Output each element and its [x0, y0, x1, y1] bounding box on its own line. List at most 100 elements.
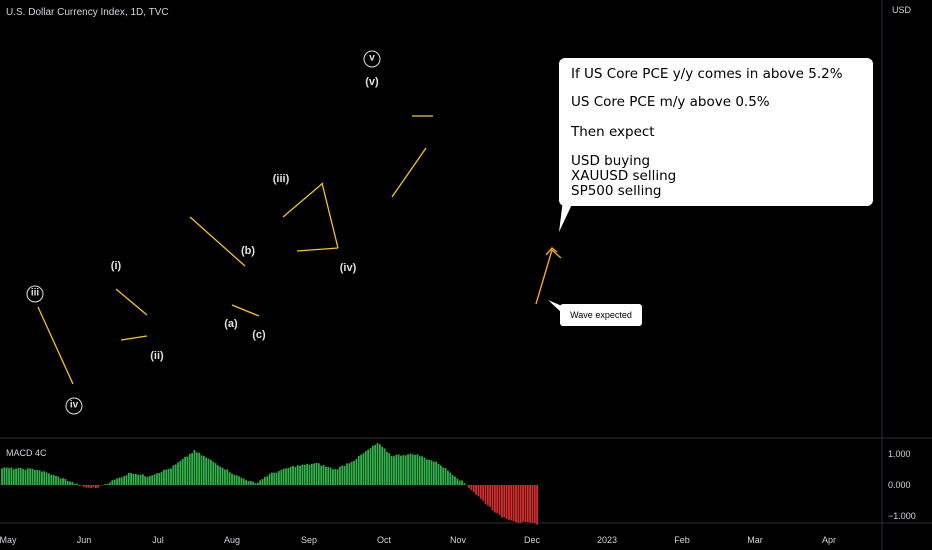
- arrow-head: [545, 247, 558, 256]
- wave-label-iii-circled: iii: [26, 285, 44, 303]
- macd-bar: [8, 468, 10, 485]
- macd-bar: [158, 472, 161, 485]
- callout-pointer: [548, 300, 562, 313]
- macd-bar: [170, 468, 172, 485]
- macd-bar: [411, 454, 414, 485]
- macd-bar: [22, 468, 25, 485]
- macd-bar: [104, 483, 107, 485]
- macd-bar: [224, 469, 226, 485]
- macd-bar: [99, 485, 102, 486]
- macd-bar: [87, 485, 90, 488]
- macd-bar: [364, 451, 367, 485]
- macd-bar: [512, 485, 515, 522]
- macd-bar: [439, 465, 442, 485]
- macd-bar: [355, 458, 358, 485]
- macd-bar: [146, 477, 149, 485]
- macd-bar: [278, 471, 280, 485]
- macd-bar: [238, 476, 240, 485]
- macd-bar: [456, 478, 459, 485]
- macd-bar: [90, 485, 93, 489]
- macd-bar: [31, 468, 34, 485]
- macd-bar: [116, 478, 118, 485]
- macd-bar: [73, 483, 76, 485]
- macd-bar: [529, 485, 531, 523]
- macd-tick-label: 1.000: [888, 449, 911, 459]
- note-line-3: Then expect: [571, 124, 655, 140]
- wave-expected-callout: Wave expected: [560, 304, 642, 326]
- macd-bar: [132, 474, 135, 485]
- macd-bar: [205, 457, 208, 485]
- macd-bar: [526, 485, 529, 523]
- macd-bar: [57, 476, 60, 485]
- macd-bar: [371, 445, 374, 485]
- macd-bar: [109, 482, 111, 485]
- macd-bar: [3, 467, 6, 485]
- macd-bar: [102, 485, 104, 486]
- macd-bar: [308, 464, 311, 485]
- macd-bar: [193, 449, 196, 485]
- chart-title: U.S. Dollar Currency Index, 1D, TVC: [6, 7, 169, 18]
- wave-trendline: [231, 304, 260, 317]
- macd-bar: [508, 485, 510, 520]
- macd-bar: [97, 485, 100, 488]
- macd-bar: [233, 474, 236, 485]
- macd-bar: [470, 485, 473, 491]
- macd-bar: [353, 460, 355, 485]
- macd-bar: [343, 465, 346, 485]
- x-tick-label: May: [0, 535, 17, 545]
- macd-bar: [219, 466, 222, 485]
- macd-bar: [10, 467, 13, 485]
- macd-bar: [242, 478, 245, 485]
- macd-bar: [350, 461, 353, 485]
- macd-bar: [519, 485, 522, 523]
- macd-bar: [505, 485, 508, 519]
- macd-bar: [245, 480, 247, 485]
- macd-bar: [423, 457, 426, 485]
- macd-bar: [390, 455, 393, 485]
- wave-label-b: (b): [240, 245, 256, 257]
- macd-bar: [177, 462, 179, 485]
- macd-bar: [217, 465, 219, 485]
- macd-bar: [228, 472, 231, 485]
- macd-tick-label: 0.000: [888, 480, 911, 490]
- x-tick-label: Dec: [524, 535, 541, 545]
- macd-bar: [19, 467, 22, 485]
- x-tick-label: 2023: [597, 535, 617, 545]
- macd-bar: [254, 483, 257, 485]
- macd-bar: [496, 485, 499, 514]
- macd-bar: [231, 473, 233, 485]
- wave-trendline: [37, 306, 74, 385]
- macd-bar: [416, 454, 419, 485]
- wave-label-ii: (ii): [150, 350, 164, 362]
- macd-bar: [83, 485, 86, 487]
- macd-bar: [517, 485, 520, 523]
- macd-bar: [247, 481, 250, 485]
- macd-bar: [306, 463, 309, 485]
- macd-bar: [299, 465, 301, 485]
- macd-bar: [179, 460, 182, 485]
- macd-bar: [522, 485, 524, 522]
- macd-bar: [324, 466, 327, 485]
- wave-label-i: (i): [110, 260, 122, 272]
- macd-bar: [94, 485, 97, 489]
- macd-bar: [106, 483, 109, 485]
- macd-bar: [111, 480, 114, 485]
- note-line-1: If US Core PCE y/y comes in above 5.2%: [571, 66, 843, 82]
- macd-bar: [92, 485, 95, 488]
- macd-bar: [498, 485, 501, 516]
- wave-label-iii: (iii): [272, 173, 290, 185]
- macd-bar: [287, 467, 290, 485]
- macd-bar: [292, 465, 294, 485]
- macd-bar: [400, 455, 402, 485]
- macd-bar: [26, 468, 29, 485]
- macd-bar: [141, 474, 144, 485]
- macd-bar: [317, 463, 320, 485]
- wave-label-v-circled: v: [363, 50, 381, 68]
- wave-trendline: [189, 216, 246, 267]
- macd-bar: [360, 454, 362, 485]
- macd-bar: [536, 485, 539, 525]
- macd-bar: [29, 468, 32, 485]
- macd-bar: [414, 454, 416, 485]
- macd-bar: [263, 477, 266, 485]
- macd-bar: [48, 473, 50, 485]
